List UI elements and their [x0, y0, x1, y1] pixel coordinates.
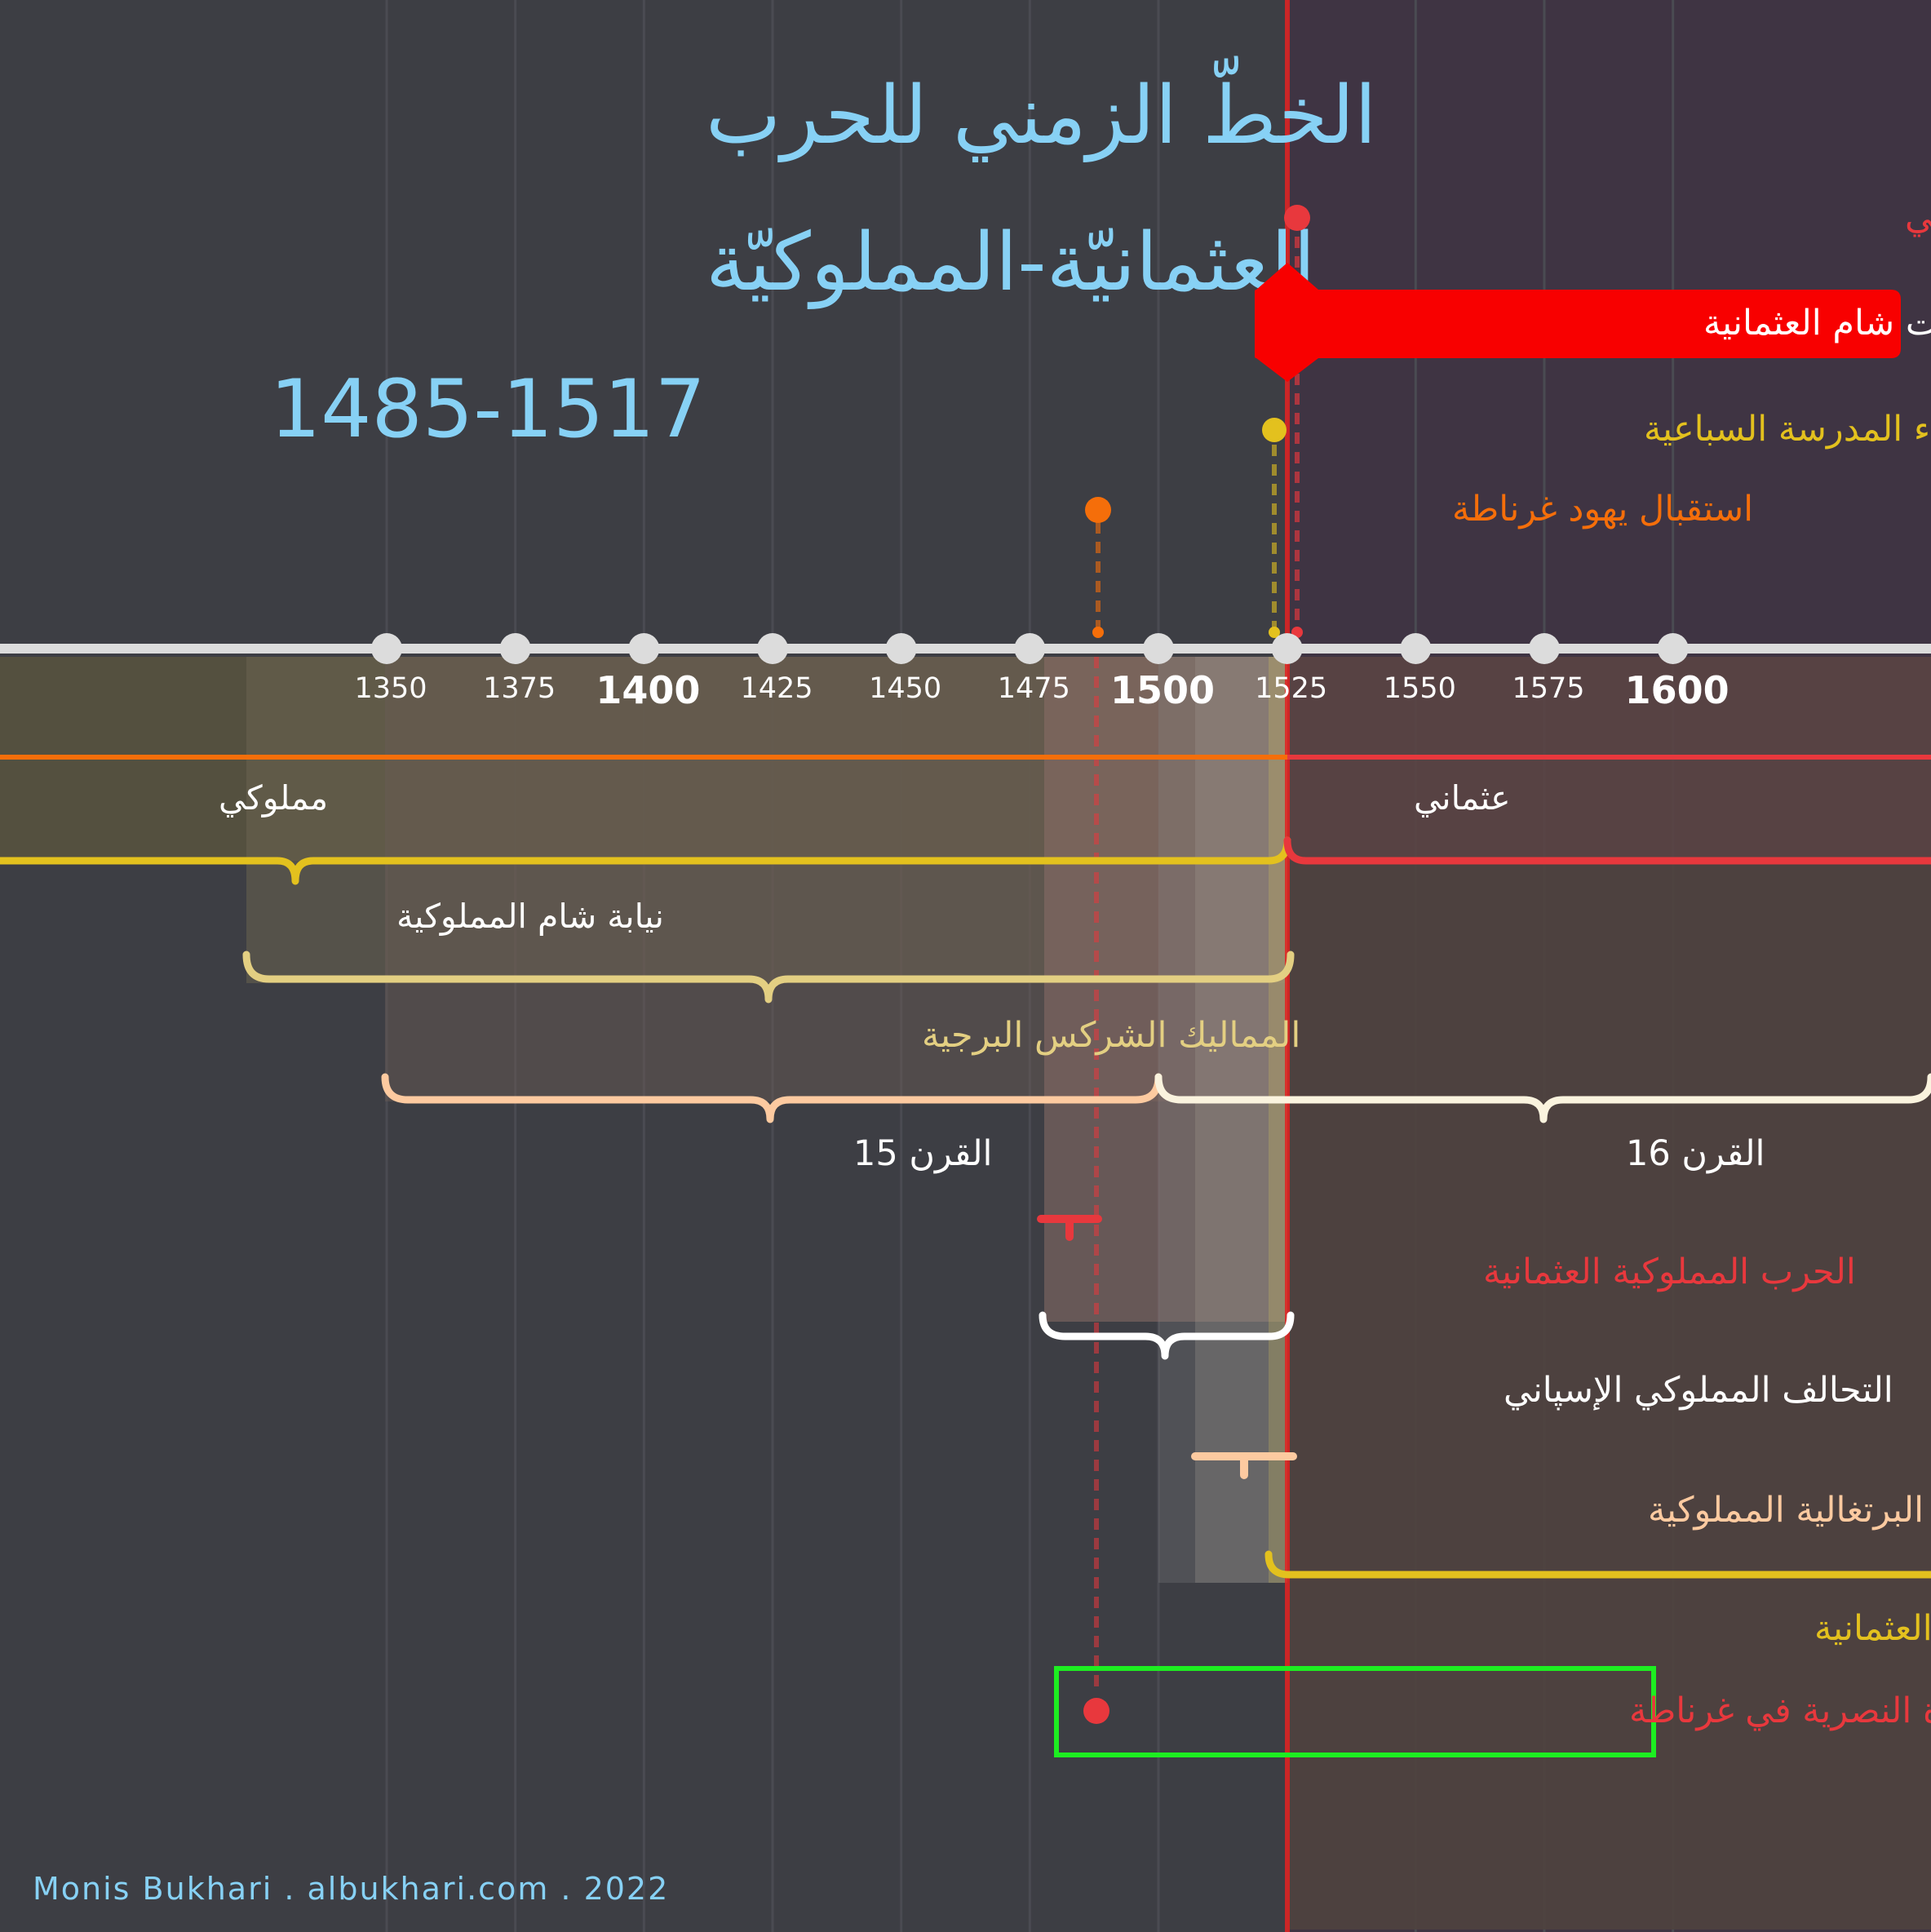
axis-tick-dot: [1400, 633, 1432, 664]
war-band: [1044, 657, 1287, 1322]
sabbaiya-axis-dot: [1269, 627, 1280, 638]
key-event-label: تأسيس إيالت شام العثمانية: [1703, 298, 1931, 343]
c16-brace: [1154, 1073, 1931, 1123]
ottoman-era-label: عثماني: [1414, 778, 1511, 818]
title-line-3: 1485-1517: [270, 363, 706, 456]
mamluk-spanish-label: التحالف المملوكي الإسپاني: [1504, 1370, 1893, 1411]
axis-tick-label: 1350: [354, 672, 427, 705]
ottoman-mamluk-war-marker: [1037, 1215, 1102, 1241]
axis-tick-label: 1550: [1384, 672, 1456, 705]
nasrid-label: نهاية الإمارة النصرية في غرناطة: [1629, 1690, 1931, 1731]
axis-tick-dot: [1529, 633, 1560, 664]
mamluk-sham-brace: [0, 836, 1291, 885]
axis-tick-dot: [1657, 633, 1689, 664]
axis-tick-dot: [628, 633, 660, 664]
persian-band: [1269, 657, 1287, 1583]
granada-jews-axis-dot: [1092, 627, 1104, 638]
mamluk-spanish-brace: [1039, 1311, 1295, 1360]
credit: Monis Bukhari . albukhari.com . 2022: [33, 1871, 669, 1907]
highlight-box: [1054, 1666, 1656, 1757]
axis-tick-label: 1525: [1255, 672, 1327, 705]
axis-tick-dot: [499, 633, 531, 664]
time-axis: 1350 1375 1400 1425 1450 1475 1500 1525 1550 1575…: [0, 633, 1931, 712]
spanish-band: [1158, 657, 1287, 1583]
axis-ticks: 1350 1375 1400 1425 1450 1475 1500 1525 1550 1575…: [354, 633, 1729, 712]
c15-label: القرن 15: [853, 1133, 993, 1174]
c16-label: القرن 16: [1626, 1133, 1765, 1174]
sabbaiya-dot: [1262, 418, 1287, 442]
granada-jews-dot: [1085, 497, 1111, 523]
nasrid-event: نهاية الإمارة النصرية في غرناطة: [1054, 1666, 1931, 1757]
burji-label: المماليك الشركس البرجية: [922, 1015, 1300, 1056]
portuguese-mamluk-label: الحرب البرتغالية المملوكية: [1648, 1490, 1931, 1531]
axis-tick-dot: [1271, 633, 1303, 664]
title-block: الخطّ الزمني للحرب العثمانيّة-المملوكيّة…: [270, 55, 1377, 456]
axis-tick-dot: [1014, 633, 1046, 664]
axis-tick-label: 1475: [998, 672, 1070, 705]
ottoman-era-line: [1287, 755, 1931, 760]
portuguese-band: [1195, 657, 1287, 1583]
key-event-banner: [1255, 263, 1901, 382]
axis-tick-dot: [1143, 633, 1174, 664]
axis-tick-label: 1400: [596, 668, 700, 712]
axis-tick-label: 1600: [1625, 668, 1729, 712]
axis-tick-dot: [757, 633, 788, 664]
burji-brace: [242, 950, 1295, 1004]
mamluk-era-line: [0, 755, 1287, 760]
axis-tick-label: 1450: [869, 672, 941, 705]
ibn-arabi-dot: [1284, 205, 1310, 231]
axis-tick-dot: [371, 633, 402, 664]
eras: مملوكي عثماني: [0, 755, 1931, 818]
ibn-arabi-label: بناء جامع الشيخ محي الدين بن عربي: [1905, 197, 1931, 237]
axis-tick-dot: [885, 633, 917, 664]
periods: نيابة شام المملوكية المماليك الشركس البر…: [0, 836, 1931, 1649]
axis-tick-label: 1575: [1512, 672, 1584, 705]
axis-line: [0, 644, 1931, 654]
mamluk-sham-label: نيابة شام المملوكية: [396, 897, 664, 936]
mamluk-era-label: مملوكي: [219, 778, 328, 818]
ottoman-mamluk-war-label: الحرب المملوكية العثمانية: [1483, 1252, 1856, 1292]
key-event: تأسيس إيالت شام العثمانية: [1255, 263, 1931, 382]
ottoman-persian-label: الحرب الإيرانية العثمانية: [1814, 1608, 1931, 1649]
axis-tick-label: 1425: [740, 672, 813, 705]
c15-brace: [381, 1073, 1163, 1123]
granada-jews-label: استقبال يهود غرناطة: [1452, 489, 1753, 530]
portuguese-mamluk-marker: [1191, 1452, 1297, 1479]
axis-tick-label: 1500: [1110, 668, 1215, 712]
sabbaiya-label: بناء المدرسة السباعية: [1644, 409, 1931, 450]
title-line-1: الخطّ الزمني للحرب: [706, 55, 1376, 162]
ottoman-era-brace: [1283, 836, 1931, 865]
axis-tick-label: 1375: [483, 672, 556, 705]
nasrid-dot: [1083, 1698, 1109, 1724]
title-line-2: العثمانيّة-المملوكيّة: [706, 216, 1315, 309]
ottoman-lower-band: [1287, 861, 1931, 1930]
ottoman-persian-brace: [1264, 1550, 1931, 1579]
